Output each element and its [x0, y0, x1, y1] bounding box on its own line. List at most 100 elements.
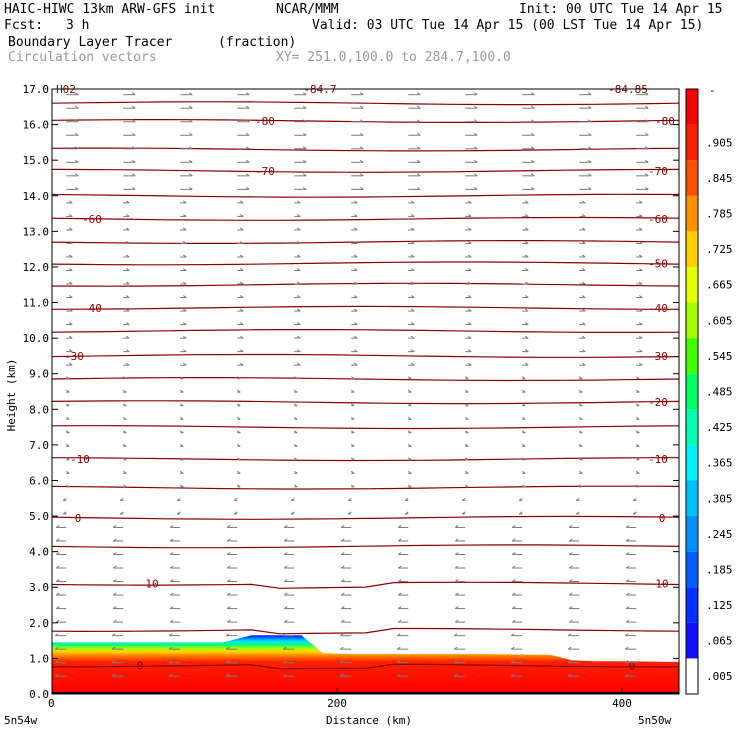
- vector-arrow-head: [226, 592, 231, 596]
- vector-arrow-head: [169, 592, 174, 596]
- vector-arrow-head: [226, 619, 231, 623]
- vector-arrow-head: [359, 186, 364, 190]
- vector-arrow-head: [521, 430, 526, 434]
- vector-arrow-head: [407, 389, 412, 393]
- isotherm-label: 0: [75, 512, 82, 525]
- vector-arrow-head: [397, 538, 402, 542]
- vector-arrow-head: [587, 92, 592, 96]
- vector-arrow-head: [111, 633, 116, 637]
- vector-arrow-head: [236, 389, 241, 393]
- vector-arrow-head: [65, 430, 70, 434]
- vector-arrow-head: [188, 132, 193, 136]
- vector-arrow-head: [169, 606, 174, 610]
- vector-arrow-head: [68, 213, 73, 217]
- plot-area: -80 -80 -70 -70 -60 -60 -50 -40 -40 -30 -30 -20 -10 -…: [51, 83, 680, 694]
- vector-arrow-head: [188, 105, 193, 109]
- vector-arrow-head: [524, 362, 529, 366]
- vector-arrow-head: [587, 105, 592, 109]
- isotherm-line: [51, 193, 680, 198]
- vector-arrow-head: [179, 484, 184, 488]
- vector-arrow-head: [182, 254, 187, 258]
- vector-arrow-head: [283, 552, 288, 555]
- vector-arrow-head: [296, 349, 301, 353]
- y-axis-label: Height (km): [5, 359, 18, 432]
- colorbar-segment: [686, 160, 698, 196]
- vector-arrow-head: [581, 213, 586, 217]
- vector-arrow-head: [236, 403, 241, 407]
- isotherm-label: 0: [629, 660, 636, 673]
- vector-arrow-head: [511, 619, 516, 623]
- y-tick-label: 3.0: [29, 581, 49, 594]
- colorbar-top-mark: -: [709, 84, 716, 97]
- vector-arrow-head: [575, 511, 580, 515]
- vector-arrow-head: [302, 159, 307, 163]
- vector-arrow-head: [353, 268, 358, 271]
- vector-arrow-head: [511, 525, 516, 528]
- vector-arrow-head: [467, 308, 472, 312]
- vector-arrow-head: [530, 146, 535, 150]
- vector-arrow-head: [530, 132, 535, 136]
- vector-arrow-head: [245, 92, 250, 96]
- vector-arrow-head: [410, 213, 415, 217]
- x-right-endpoint: 5n50w: [638, 714, 671, 727]
- vector-arrow-head: [407, 484, 412, 488]
- vector-arrow-head: [112, 552, 117, 555]
- vector-arrow-head: [226, 525, 231, 528]
- vector-arrow-head: [638, 200, 643, 204]
- vector-arrow-head: [467, 268, 472, 271]
- vector-arrow-head: [407, 443, 412, 447]
- vector-arrow-head: [188, 92, 193, 96]
- vector-arrow-head: [511, 565, 516, 569]
- y-tick-label: 5.0: [29, 510, 49, 523]
- vector-arrow-head: [347, 497, 352, 501]
- vector-arrow-head: [179, 443, 184, 447]
- vector-arrow-head: [353, 335, 358, 339]
- vector-arrow-head: [454, 525, 459, 528]
- vector-arrow-head: [624, 646, 629, 650]
- vector-arrow-head: [340, 538, 345, 542]
- vector-arrow-head: [353, 362, 358, 366]
- vector-arrow-head: [245, 105, 250, 109]
- vector-arrow-head: [296, 308, 301, 312]
- isotherm-line: [51, 147, 680, 152]
- vector-arrow-head: [581, 268, 586, 271]
- vector-arrow-head: [587, 186, 592, 190]
- vector-arrow-head: [397, 606, 402, 610]
- vector-arrow-head: [410, 322, 415, 326]
- vector-arrow-head: [353, 308, 358, 312]
- vector-arrow-head: [122, 443, 127, 447]
- vector-arrow-head: [68, 308, 73, 312]
- vector-arrow-head: [644, 132, 649, 136]
- vector-arrow-head: [125, 295, 130, 298]
- colorbar-label: .605: [706, 314, 733, 327]
- vector-arrow-head: [74, 173, 79, 177]
- colorbar-segment: [686, 444, 698, 481]
- vector-arrow-head: [410, 308, 415, 312]
- y-tick-label: 0.0: [29, 688, 49, 701]
- vector-arrow-head: [410, 227, 415, 231]
- vector-arrow-head: [74, 186, 79, 190]
- vector-arrow-head: [453, 633, 458, 637]
- vector-arrow-head: [625, 579, 630, 582]
- vector-arrow-head: [188, 119, 193, 123]
- vector-arrow-head: [467, 335, 472, 339]
- vector-arrow-head: [74, 105, 79, 109]
- vector-arrow-head: [112, 619, 117, 623]
- vector-arrow-head: [404, 511, 409, 515]
- vector-arrow-head: [239, 335, 244, 339]
- vector-arrow-head: [510, 633, 515, 637]
- vector-arrow-head: [55, 525, 60, 528]
- vector-arrow-head: [396, 633, 401, 637]
- vector-arrow-head: [581, 241, 586, 244]
- vector-arrow-head: [581, 335, 586, 339]
- vector-arrow-head: [581, 254, 586, 258]
- vector-arrow-head: [410, 335, 415, 339]
- colorbar-label: .905: [706, 136, 733, 149]
- colorbar-label: .545: [706, 350, 733, 363]
- vector-arrow-head: [282, 633, 287, 637]
- vector-arrow-head: [188, 146, 193, 150]
- vector-arrow-head: [568, 592, 573, 596]
- vector-arrow-head: [282, 660, 287, 664]
- y-tick-label: 6.0: [29, 474, 49, 487]
- vector-arrow-head: [353, 349, 358, 353]
